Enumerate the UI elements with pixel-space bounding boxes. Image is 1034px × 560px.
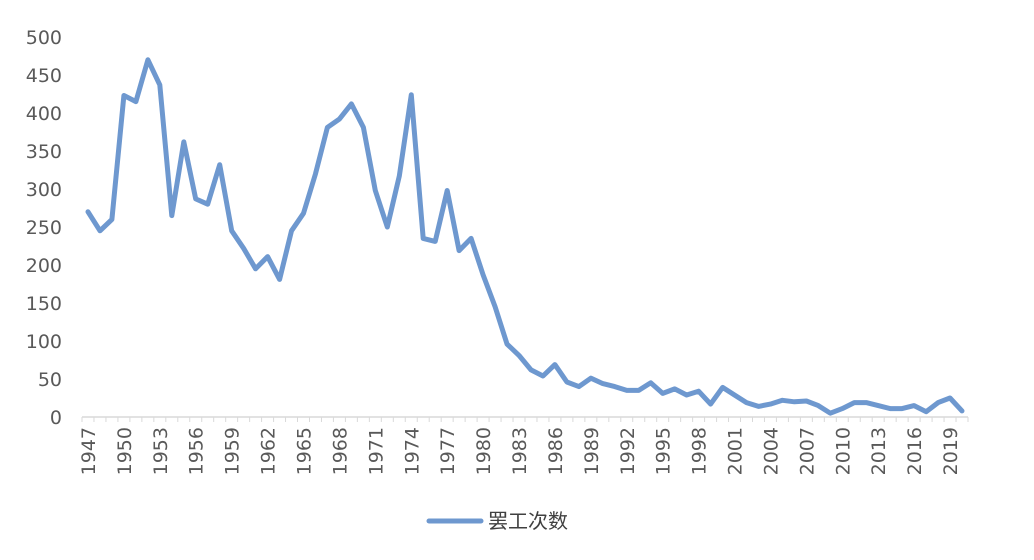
x-tick-label: 2001 [725, 427, 747, 475]
x-tick-label: 2016 [904, 427, 926, 475]
x-tick-label: 1998 [689, 427, 711, 475]
x-tick-label: 1962 [258, 427, 280, 475]
legend: 罢工次数 [426, 509, 568, 533]
x-tick-label: 2004 [760, 427, 782, 475]
y-axis: 0 50 100 150 200 250 300 350 400 450 500 [26, 27, 62, 429]
legend-label: 罢工次数 [488, 509, 568, 533]
y-tick-label: 250 [26, 217, 62, 239]
x-axis: 1947 1950 1953 1956 1959 1962 1965 1968 1971 1974… [78, 416, 969, 475]
y-tick-label: 50 [38, 369, 62, 391]
x-tick-label: 1971 [365, 427, 387, 475]
x-tick-label: 2019 [940, 427, 962, 475]
y-tick-label: 100 [26, 331, 62, 353]
x-tick-label: 1992 [617, 427, 639, 475]
x-tick-label: 1947 [78, 427, 100, 475]
x-tick-label: 1950 [114, 427, 136, 475]
x-tick-label: 1968 [329, 427, 351, 475]
x-tick-label: 1980 [473, 427, 495, 475]
y-tick-label: 300 [26, 179, 62, 201]
y-tick-label: 500 [26, 27, 62, 49]
series-line [85, 57, 965, 416]
x-tick-label: 1953 [150, 427, 172, 475]
y-tick-label: 350 [26, 141, 62, 163]
x-tick-label: 2007 [796, 427, 818, 475]
y-tick-label: 150 [26, 293, 62, 315]
x-tick-label: 1959 [222, 427, 244, 475]
x-tick-label: 2013 [868, 427, 890, 475]
x-tick-label: 1995 [653, 427, 675, 475]
series-layer [85, 57, 965, 416]
y-tick-label: 400 [26, 103, 62, 125]
x-tick-label: 1956 [186, 427, 208, 475]
x-tick-label: 1974 [401, 427, 423, 475]
x-tick-label: 1989 [581, 427, 603, 475]
x-tick-label: 1977 [437, 427, 459, 475]
y-tick-label: 450 [26, 65, 62, 87]
x-tick-label: 1965 [294, 427, 316, 475]
y-tick-label: 200 [26, 255, 62, 277]
x-tick-label: 2010 [832, 427, 854, 475]
y-tick-label: 0 [50, 407, 62, 429]
x-tick-label: 1983 [509, 427, 531, 475]
x-tick-label: 1986 [545, 427, 567, 475]
